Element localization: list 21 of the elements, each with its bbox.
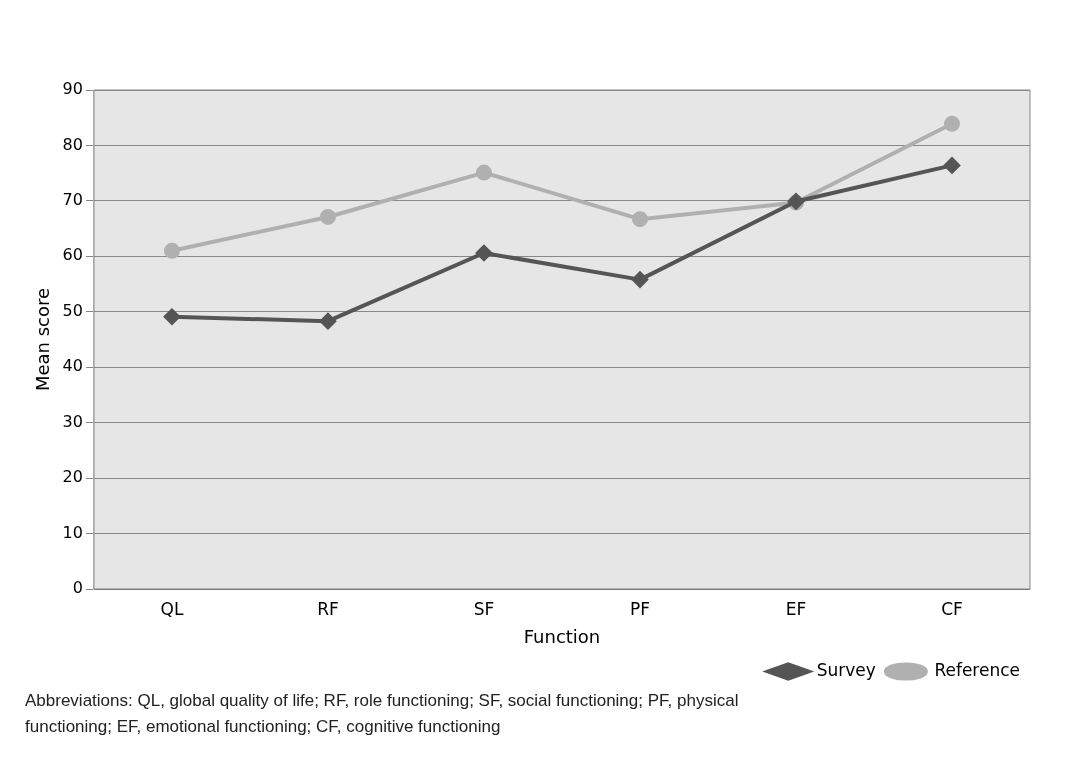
y-tick-label: 20 bbox=[62, 467, 83, 487]
y-tick-label: 50 bbox=[62, 300, 83, 320]
legend-label: Reference bbox=[934, 659, 1020, 680]
y-tick-label: 10 bbox=[62, 522, 83, 542]
x-axis-title: Function bbox=[523, 625, 601, 647]
y-tick-label: 40 bbox=[62, 356, 83, 376]
x-tick-label: SF bbox=[473, 598, 495, 619]
x-tick-label: PF bbox=[629, 598, 650, 619]
x-tick-label: QL bbox=[160, 598, 184, 619]
y-tick-label: 80 bbox=[62, 134, 83, 154]
y-tick-label: 70 bbox=[62, 190, 83, 210]
x-tick-label: EF bbox=[785, 598, 807, 619]
y-tick-label: 30 bbox=[62, 411, 83, 431]
y-axis-title: Mean score bbox=[32, 287, 54, 392]
text: Abbreviations: QL, global quality of life; RF, role functioning; SF, social functioning; PF, physical functioning; EF, emotional functioning; CF, cognitive functioning bbox=[25, 690, 740, 738]
y-tick-label: 0 bbox=[72, 578, 83, 598]
x-tick-label: RF bbox=[317, 598, 339, 619]
y-tick-label: 60 bbox=[62, 245, 83, 265]
legend-label: Survey bbox=[816, 659, 876, 680]
x-tick-label: CF bbox=[941, 598, 963, 619]
y-tick-label: 90 bbox=[62, 79, 83, 99]
